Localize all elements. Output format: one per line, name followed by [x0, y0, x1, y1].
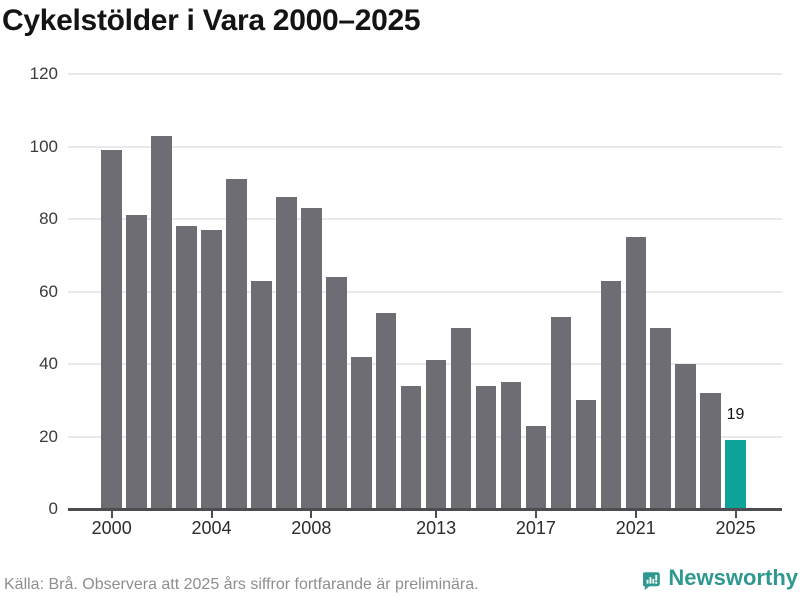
bar-2005 [226, 179, 247, 509]
x-axis-tick-label: 2004 [191, 518, 232, 538]
x-axis-tick-label: 2017 [515, 518, 556, 538]
bar-2014 [450, 327, 472, 509]
y-axis-tick-label: 0 [48, 499, 58, 518]
x-axis-tick-2025 [734, 510, 737, 518]
bar-2003 [176, 226, 197, 509]
bar-2019 [575, 400, 597, 509]
bar-2013 [425, 360, 447, 509]
gridline-y-40 [68, 363, 782, 365]
newsworthy-wordmark: Newsworthy [668, 565, 798, 590]
bar-2008 [301, 208, 322, 509]
y-axis-tick-label: 60 [39, 281, 58, 301]
bar-2002 [151, 135, 172, 509]
highlight-value-label: 19 [726, 406, 745, 424]
newsworthy-logo[interactable]: Newsworthy [643, 563, 798, 597]
source-note: Källa: Brå. Observera att 2025 års siffr… [4, 576, 479, 593]
x-axis-tick-2017 [534, 510, 537, 518]
x-axis-tick-2013 [435, 510, 438, 518]
bar-2024 [700, 393, 721, 509]
x-axis-tick-2021 [634, 510, 637, 518]
x-axis-tick-label: 2008 [291, 518, 332, 538]
bar-2004 [201, 229, 222, 509]
y-axis-tick-label: 80 [39, 209, 58, 228]
bar-2000 [101, 150, 122, 509]
bar-2010 [351, 356, 372, 509]
y-axis-tick-label: 120 [29, 64, 58, 83]
x-axis-tick-label: 2013 [416, 518, 457, 538]
gridline-y-60 [68, 290, 782, 293]
x-axis-tick-2008 [310, 510, 313, 518]
gridline-y-120 [68, 73, 782, 75]
bar-2012 [400, 385, 422, 509]
bar-2009 [326, 277, 347, 509]
x-axis-tick-2004 [210, 510, 213, 518]
bar-2021 [625, 237, 646, 509]
gridline-y-100 [68, 145, 782, 148]
newsworthy-speech-bubble-chart-icon [643, 572, 660, 590]
bar-2022 [650, 327, 671, 509]
bar-2020 [600, 280, 622, 509]
y-axis-tick-label: 40 [39, 354, 58, 373]
x-axis-tick-label: 2025 [715, 518, 756, 538]
x-axis-tick-2000 [110, 510, 113, 518]
bar-2017 [525, 425, 547, 509]
x-axis-line [68, 507, 782, 511]
y-axis-tick-label: 100 [29, 136, 58, 156]
x-axis-tick-label: 2021 [615, 518, 656, 538]
bar-2007 [276, 197, 297, 509]
bar-2015 [475, 385, 497, 509]
gridline-y-20 [68, 435, 782, 438]
bar-2018 [550, 316, 572, 509]
gridline-y-80 [68, 218, 782, 220]
bar-2011 [375, 313, 397, 509]
y-axis-tick-label: 20 [39, 426, 58, 446]
bar-2001 [126, 215, 147, 509]
bar-2006 [251, 280, 272, 509]
bar-2016 [500, 382, 522, 509]
chart-title: Cykelstölder i Vara 2000–2025 [2, 4, 421, 37]
bar-2023 [675, 364, 696, 509]
x-axis-tick-label: 2000 [91, 518, 132, 538]
bar-2025 [725, 440, 746, 509]
